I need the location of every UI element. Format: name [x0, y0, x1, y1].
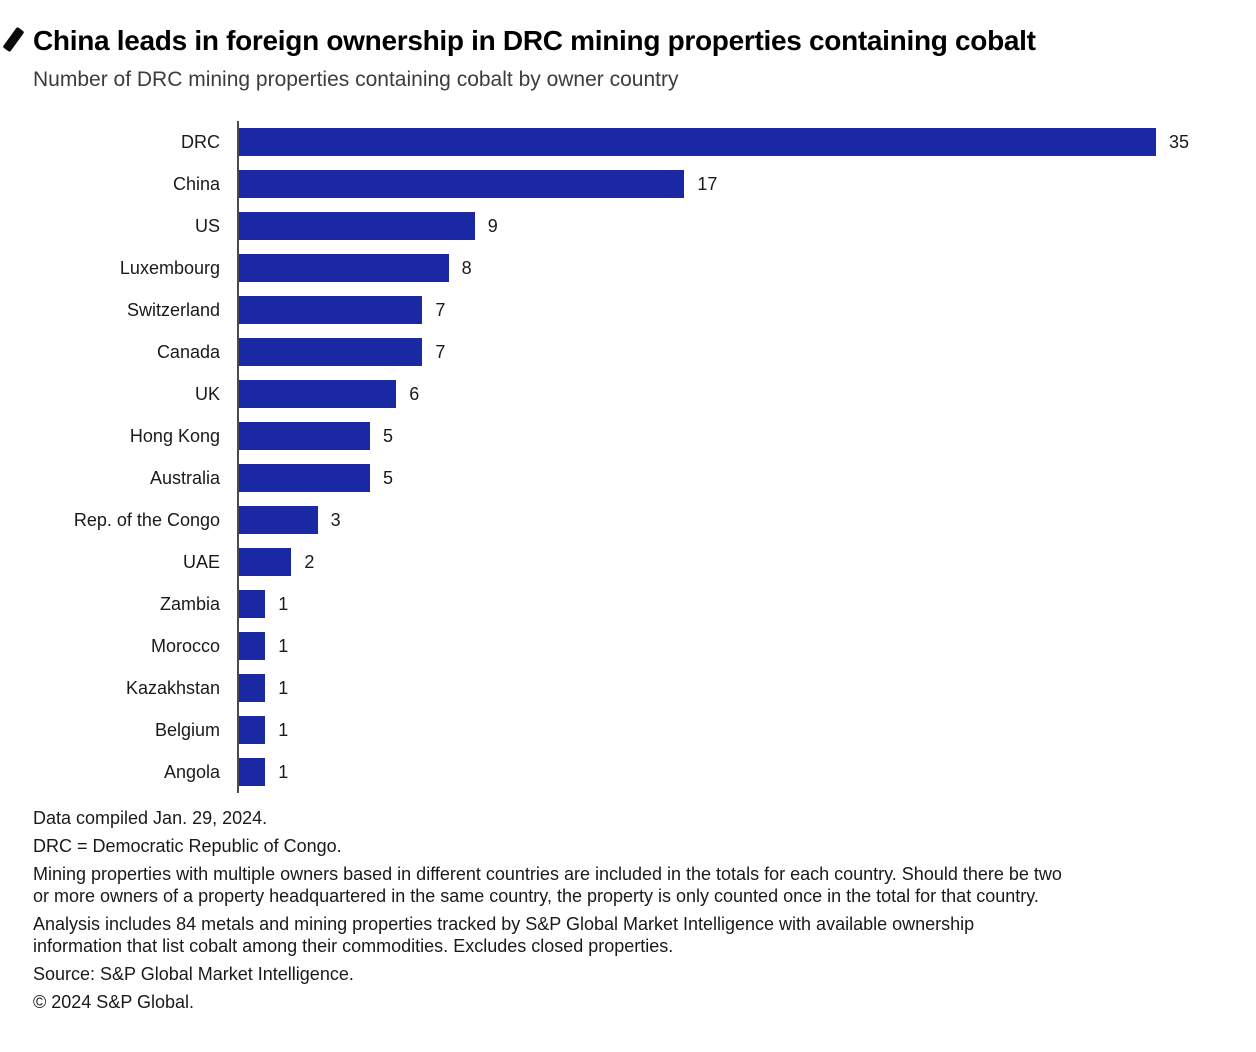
- chart-row: Zambia 1: [33, 583, 1248, 625]
- bar-track: 1: [237, 667, 1248, 709]
- value-label: 17: [697, 173, 718, 194]
- value-label: 3: [330, 509, 341, 530]
- chart-row: Hong Kong 5: [33, 415, 1248, 457]
- chart-row: Angola 1: [33, 751, 1248, 793]
- footnote-drc-definition: DRC = Democratic Republic of Congo.: [33, 836, 342, 856]
- bar-track: 6: [237, 373, 1248, 415]
- value-label: 5: [383, 467, 394, 488]
- footnote-methodology-analysis: Analysis includes 84 metals and mining p…: [33, 914, 975, 956]
- category-label: Zambia: [159, 593, 220, 614]
- bar: [239, 380, 397, 408]
- bar: [239, 674, 266, 702]
- bar: [239, 548, 292, 576]
- bar: [239, 632, 266, 660]
- category-label: Angola: [163, 761, 220, 782]
- bar: [239, 296, 423, 324]
- bar-chart: DRC 35 China 17 US 9 Luxembourg 8 Switzerland 7 Ca…: [33, 121, 1248, 793]
- category-label: Hong Kong: [129, 425, 220, 446]
- bar: [239, 128, 1156, 156]
- value-label: 1: [278, 761, 289, 782]
- chart-row: Canada 7: [33, 331, 1248, 373]
- value-label: 6: [409, 383, 420, 404]
- chart-subtitle: Number of DRC mining properties containi…: [33, 68, 679, 91]
- chart-row: Kazakhstan 1: [33, 667, 1248, 709]
- bar-track: 5: [237, 457, 1248, 499]
- bar: [239, 590, 266, 618]
- value-label: 1: [278, 677, 289, 698]
- value-label: 8: [461, 257, 472, 278]
- bar: [239, 254, 449, 282]
- bar: [239, 338, 423, 366]
- category-label: Australia: [149, 467, 220, 488]
- value-label: 1: [278, 719, 289, 740]
- bar: [239, 422, 370, 450]
- bar: [239, 212, 475, 240]
- footnotes: Data compiled Jan. 29, 2024. DRC = Democ…: [33, 807, 1246, 1013]
- category-label: Luxembourg: [119, 257, 220, 278]
- chart-row: Switzerland 7: [33, 289, 1248, 331]
- bar-track: 1: [237, 751, 1248, 793]
- category-label: Kazakhstan: [125, 677, 220, 698]
- value-label: 7: [435, 299, 446, 320]
- bar: [239, 758, 266, 786]
- category-label: Rep. of the Congo: [73, 509, 220, 530]
- bar-track: 7: [237, 289, 1248, 331]
- bar: [239, 170, 685, 198]
- bar-track: 17: [237, 163, 1248, 205]
- chart-row: DRC 35: [33, 121, 1248, 163]
- value-label: 35: [1169, 131, 1190, 152]
- value-label: 2: [304, 551, 315, 572]
- value-label: 1: [278, 593, 289, 614]
- bar-track: 7: [237, 331, 1248, 373]
- value-label: 1: [278, 635, 289, 656]
- chart-row: UAE 2: [33, 541, 1248, 583]
- bar-track: 9: [237, 205, 1248, 247]
- chart-row: Rep. of the Congo 3: [33, 499, 1248, 541]
- chart-row: Morocco 1: [33, 625, 1248, 667]
- footnote-data-compiled: Data compiled Jan. 29, 2024.: [33, 808, 268, 828]
- category-label: UK: [194, 383, 220, 404]
- value-label: 7: [435, 341, 446, 362]
- bar: [239, 464, 370, 492]
- bar-track: 1: [237, 709, 1248, 751]
- footnote-methodology-owners: Mining properties with multiple owners b…: [33, 864, 1062, 906]
- bar-track: 8: [237, 247, 1248, 289]
- bar-track: 1: [237, 625, 1248, 667]
- chart-title: China leads in foreign ownership in DRC …: [33, 25, 1036, 56]
- bar: [239, 506, 318, 534]
- footnote-source: Source: S&P Global Market Intelligence.: [33, 964, 354, 984]
- category-label: Canada: [156, 341, 220, 362]
- category-label: DRC: [181, 131, 220, 152]
- category-label: UAE: [182, 551, 220, 572]
- chart-row: China 17: [33, 163, 1248, 205]
- chart-row: Belgium 1: [33, 709, 1248, 751]
- category-label: Belgium: [154, 719, 220, 740]
- category-label: US: [194, 215, 220, 236]
- value-label: 9: [487, 215, 498, 236]
- bar-track: 2: [237, 541, 1248, 583]
- bar: [239, 716, 266, 744]
- chart-row: US 9: [33, 205, 1248, 247]
- category-label: Switzerland: [126, 299, 220, 320]
- category-label: China: [172, 173, 220, 194]
- chart-row: UK 6: [33, 373, 1248, 415]
- value-label: 5: [383, 425, 394, 446]
- category-label: Morocco: [150, 635, 220, 656]
- bar-track: 3: [237, 499, 1248, 541]
- chart-row: Luxembourg 8: [33, 247, 1248, 289]
- footnote-copyright: © 2024 S&P Global.: [33, 992, 195, 1012]
- bar-track: 35: [237, 121, 1248, 163]
- bar-track: 5: [237, 415, 1248, 457]
- cursor-artifact-icon: [2, 26, 25, 53]
- bar-track: 1: [237, 583, 1248, 625]
- chart-row: Australia 5: [33, 457, 1248, 499]
